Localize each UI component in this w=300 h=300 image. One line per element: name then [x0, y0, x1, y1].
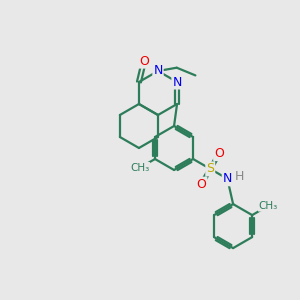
- Text: N: N: [172, 76, 182, 88]
- Text: N: N: [153, 64, 163, 77]
- Text: H: H: [235, 170, 244, 183]
- Text: O: O: [139, 55, 149, 68]
- Text: CH₃: CH₃: [130, 163, 149, 173]
- Text: S: S: [206, 162, 214, 176]
- Text: O: O: [196, 178, 206, 190]
- Text: CH₃: CH₃: [259, 201, 278, 211]
- Text: N: N: [223, 172, 232, 185]
- Text: O: O: [214, 147, 224, 160]
